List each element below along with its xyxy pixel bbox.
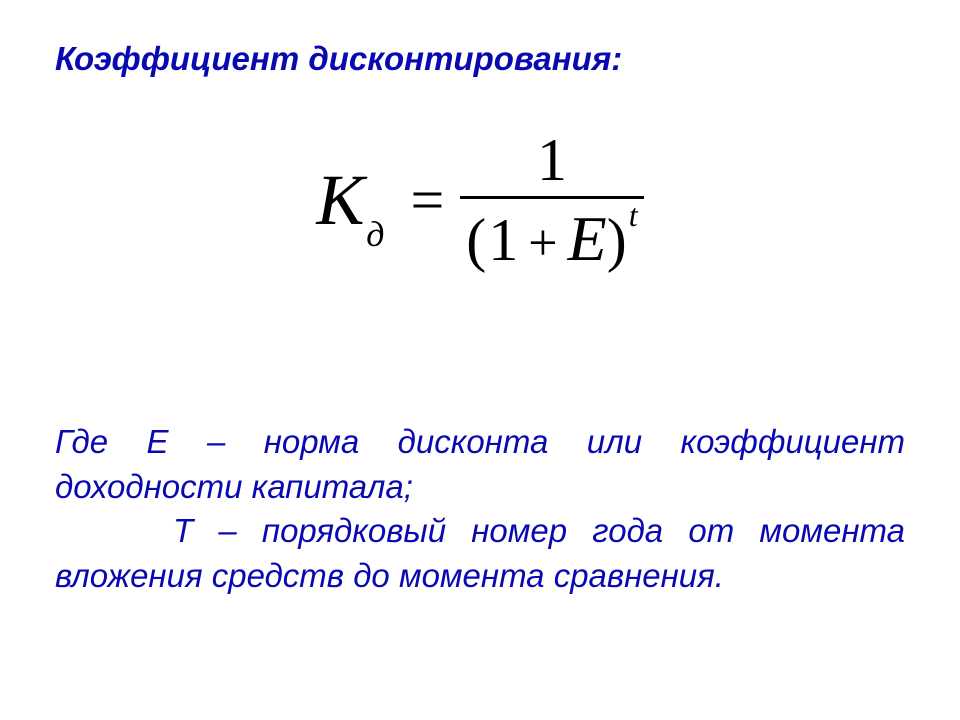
formula-inner: Кд = 1 (1+E)t — [316, 130, 643, 271]
den-plus: + — [518, 215, 567, 272]
paren-open: ( — [466, 207, 486, 273]
slide-heading: Коэффициент дисконтирования: — [55, 40, 622, 78]
formula-fraction-bar — [460, 196, 643, 199]
formula-denominator: (1+E)t — [460, 201, 643, 271]
formula-block: Кд = 1 (1+E)t — [0, 130, 960, 271]
definition-E: Где Е – норма дисконта или коэффициент д… — [55, 420, 905, 509]
definition-block: Где Е – норма дисконта или коэффициент д… — [55, 420, 905, 598]
definition-T: Т – порядковый номер года от момента вло… — [55, 509, 905, 598]
den-exponent-t: t — [629, 197, 638, 233]
formula-fraction: 1 (1+E)t — [460, 130, 643, 271]
den-one: 1 — [486, 207, 518, 273]
formula-subscript-d: д — [366, 213, 384, 255]
slide: Коэффициент дисконтирования: Кд = 1 (1+E… — [0, 0, 960, 720]
den-variable-E: E — [568, 203, 607, 274]
formula-variable-K: К — [316, 159, 364, 242]
formula-lhs: Кд — [316, 159, 394, 242]
formula-equals: = — [410, 166, 444, 235]
paren-close: ) — [607, 207, 627, 273]
formula-numerator: 1 — [460, 130, 643, 194]
